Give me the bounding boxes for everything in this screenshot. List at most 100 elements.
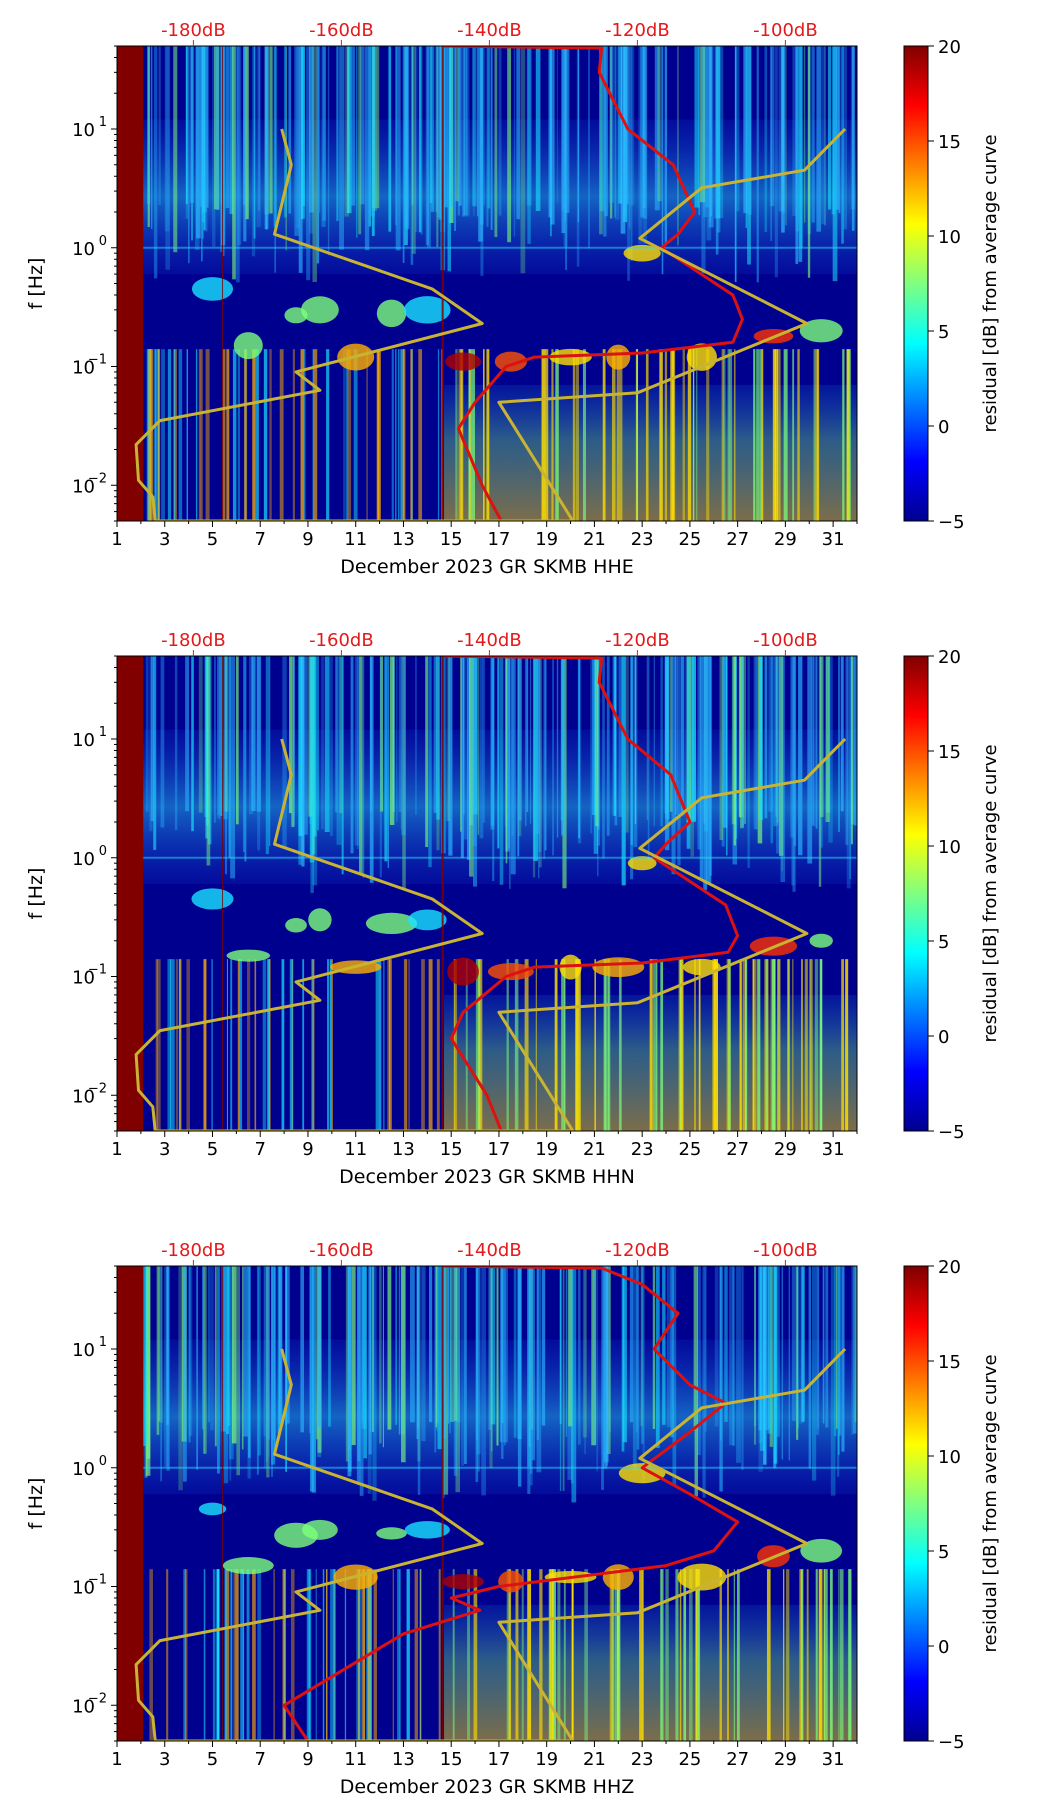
heatmap-streak xyxy=(476,1266,481,1455)
heatmap-streak xyxy=(472,656,478,815)
heatmap-streak xyxy=(243,1266,248,1437)
heatmap-blob xyxy=(487,963,534,981)
heatmap-streak xyxy=(206,656,211,866)
heatmap-streak-low xyxy=(616,1569,619,1741)
heatmap-streak xyxy=(306,46,311,281)
heatmap-streak xyxy=(724,1266,728,1422)
data-gap-line xyxy=(441,1266,444,1741)
heatmap-streak xyxy=(293,656,295,827)
heatmap-streak-low xyxy=(247,959,251,1131)
heatmap-streak xyxy=(773,1266,778,1464)
heatmap-streak xyxy=(232,46,236,280)
heatmap-streak-low xyxy=(582,349,586,521)
heatmap-streak xyxy=(417,1266,421,1495)
heatmap-streak xyxy=(230,656,236,879)
heatmap-streak xyxy=(482,656,486,823)
heatmap-streak-low xyxy=(609,1569,613,1741)
heatmap-streak xyxy=(216,46,220,211)
heatmap-streak xyxy=(212,46,216,247)
heatmap-streak-low xyxy=(455,349,458,521)
heatmap-streak-low xyxy=(343,349,345,521)
heatmap-streak xyxy=(145,1266,151,1476)
heatmap-streak xyxy=(185,46,188,204)
heatmap-streak xyxy=(798,656,803,856)
heatmap-streak xyxy=(196,1266,198,1470)
heatmap-streak xyxy=(363,1266,367,1459)
heatmap-streak xyxy=(686,656,691,849)
heatmap-streak-low xyxy=(679,1569,682,1741)
heatmap-streak xyxy=(653,656,655,827)
heatmap-streak xyxy=(369,1266,372,1432)
heatmap-streak xyxy=(358,46,362,235)
heatmap-streak xyxy=(336,46,339,221)
colorbar-tick-label: 20 xyxy=(938,1257,961,1278)
heatmap-streak xyxy=(473,46,475,217)
heatmap-streak xyxy=(203,1266,207,1454)
heatmap-streak-low xyxy=(682,349,685,521)
heatmap-streak-low xyxy=(465,959,468,1131)
heatmap-area xyxy=(117,46,857,521)
heatmap-streak xyxy=(704,46,710,208)
heatmap-streak-low xyxy=(777,349,781,521)
heatmap-streak-low xyxy=(575,349,579,521)
heatmap-streak-low xyxy=(514,959,518,1131)
x-tick-label: 19 xyxy=(535,529,558,550)
heatmap-streak xyxy=(335,656,338,813)
heatmap-streak xyxy=(597,656,599,877)
heatmap-streak xyxy=(265,1266,271,1440)
data-gap-column xyxy=(117,656,144,1131)
heatmap-streak xyxy=(664,46,668,245)
heatmap-streak-low xyxy=(806,1569,809,1741)
y-tick-label: 10 xyxy=(72,968,95,989)
colorbar-tick-label: −5 xyxy=(938,512,965,533)
heatmap-streak xyxy=(719,1266,723,1492)
heatmap-streak xyxy=(417,1266,421,1462)
heatmap-streak xyxy=(531,1266,536,1461)
heatmap-streak xyxy=(150,46,153,229)
heatmap-streak-low xyxy=(382,959,385,1131)
x-tick-label: 1 xyxy=(111,529,122,550)
heatmap-streak xyxy=(743,46,748,214)
heatmap-streak-low xyxy=(344,1569,347,1741)
heatmap-streak xyxy=(454,1266,458,1421)
heatmap-streak-low xyxy=(199,349,203,521)
heatmap-streak xyxy=(699,656,704,880)
heatmap-streak xyxy=(372,1266,374,1433)
heatmap-streak-low xyxy=(819,1569,823,1741)
heatmap-streak-low xyxy=(203,1569,206,1741)
heatmap-streak xyxy=(513,1266,517,1438)
heatmap-streak xyxy=(630,46,633,262)
heatmap-streak xyxy=(755,656,758,830)
heatmap-streak xyxy=(350,656,354,854)
heatmap-streak xyxy=(813,656,817,827)
db-tick-label: -160dB xyxy=(309,1240,374,1261)
heatmap-streak-low xyxy=(653,959,655,1131)
heatmap-streak-low xyxy=(721,349,724,521)
heatmap-streak xyxy=(839,1266,842,1436)
heatmap-streak-low xyxy=(167,959,171,1131)
heatmap-streaks xyxy=(143,1266,857,1741)
heatmap-streak-low xyxy=(157,349,160,521)
heatmap-streak-low xyxy=(729,349,733,521)
heatmap-streak xyxy=(315,1266,319,1440)
heatmap-streak xyxy=(301,656,304,857)
heatmap-streak xyxy=(160,1266,162,1482)
x-tick-label: 5 xyxy=(207,1749,218,1770)
heatmap-streak xyxy=(851,46,855,231)
heatmap-streak xyxy=(818,656,822,887)
heatmap-streak-low xyxy=(473,1569,478,1741)
heatmap-streak xyxy=(677,46,679,246)
heatmap-streak xyxy=(356,1266,361,1485)
heatmap-streak-low xyxy=(391,349,394,521)
data-gap-line xyxy=(222,46,224,521)
heatmap-streak xyxy=(224,656,229,812)
heatmap-streak-low xyxy=(226,349,230,521)
y-tick-label: 10 xyxy=(72,358,95,379)
y-tick-exponent: −1 xyxy=(88,353,107,368)
x-tick-label: 29 xyxy=(774,1139,797,1160)
heatmap-streak xyxy=(505,656,510,852)
x-tick-label: 19 xyxy=(535,1139,558,1160)
heatmap-streak-low xyxy=(706,349,710,521)
heatmap-streak xyxy=(796,1266,799,1440)
x-tick-label: 21 xyxy=(583,1139,606,1160)
